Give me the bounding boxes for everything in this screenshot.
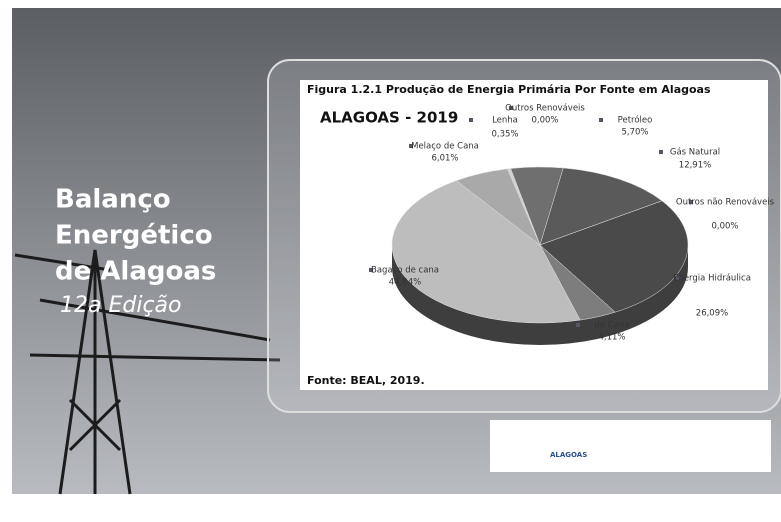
- pie-slice: [391, 180, 581, 324]
- pie-slice: [539, 200, 689, 313]
- slice-label: Outros Renováveis: [505, 104, 585, 114]
- pie-side: [392, 245, 688, 345]
- legend-swatch: [469, 118, 473, 122]
- slice-value: 0,00%: [531, 116, 558, 126]
- slice-value: 0,00%: [711, 222, 738, 232]
- slice-value: 0,35%: [491, 130, 518, 140]
- cover-title: de Alagoas: [55, 257, 216, 287]
- slice-value: 6,01%: [431, 154, 458, 164]
- pie-slice: [539, 167, 663, 246]
- slice-label: Energia Hidráulica: [673, 274, 751, 284]
- chart-subtitle: ALAGOAS - 2019: [320, 109, 458, 127]
- edition: 12a Edição: [60, 293, 181, 318]
- slice-value: 12,91%: [679, 161, 711, 171]
- legend-swatch: [409, 144, 413, 148]
- legend-swatch: [576, 323, 580, 327]
- slice-value: 4,11%: [598, 333, 625, 343]
- slice-value: 26,09%: [696, 309, 728, 319]
- legend-swatch: [369, 268, 373, 272]
- slice-label: de Cana: [594, 321, 629, 331]
- slice-label: Melaço de Cana: [411, 142, 479, 152]
- legend-swatch: [676, 276, 680, 280]
- slice-label: Lenha: [492, 116, 518, 126]
- legend-swatch: [659, 150, 663, 154]
- pie-slice: [507, 168, 541, 246]
- slice-label: Gás Natural: [670, 148, 720, 158]
- legend-swatch: [689, 200, 693, 204]
- chart-source: Fonte: BEAL, 2019.: [307, 374, 425, 387]
- logo-strip: [490, 420, 771, 472]
- slice-value: 5,70%: [621, 128, 648, 138]
- slice-label: Bagaço de cana: [371, 266, 439, 276]
- logo: ALAGOAS: [550, 451, 587, 459]
- cover-title: Balanço: [55, 185, 171, 215]
- cover-title: Energético: [55, 221, 213, 251]
- legend-swatch: [509, 106, 513, 110]
- legend-swatch: [599, 118, 603, 122]
- slice-label: Petróleo: [618, 115, 653, 126]
- slice-label: Outros não Renováveis: [676, 198, 775, 208]
- chart-title: Figura 1.2.1 Produção de Energia Primári…: [307, 83, 711, 96]
- slice-value: 44,84%: [389, 278, 421, 288]
- power-tower: [14, 249, 281, 495]
